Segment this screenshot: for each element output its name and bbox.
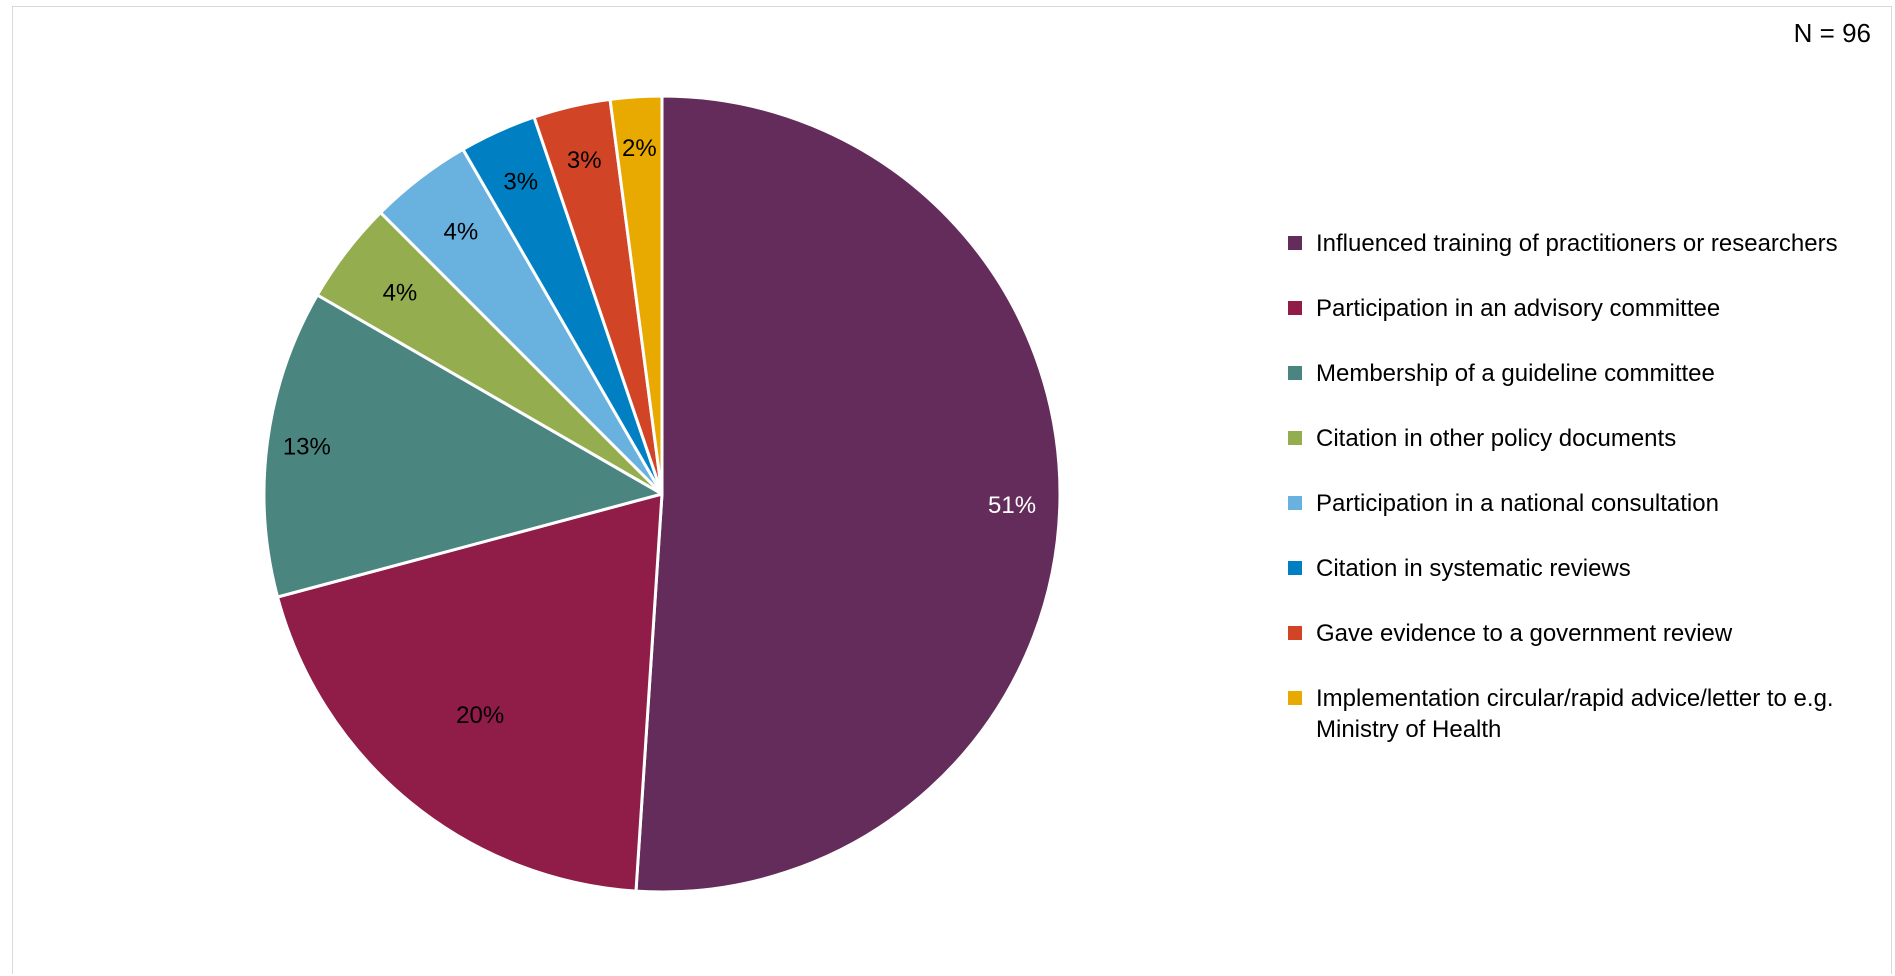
pie-data-labels: 51% 20% 13% 4% 4% 3% 3% 2% xyxy=(283,135,1036,729)
legend-label: Membership of a guideline committee xyxy=(1316,360,1715,387)
pie-data-label-1: 51% xyxy=(988,492,1036,519)
pie-data-label-4: 4% xyxy=(383,279,418,306)
legend-swatch xyxy=(1288,691,1302,705)
legend-item: Gave evidence to a government review xyxy=(1288,618,1868,649)
pie-slice-3 xyxy=(262,293,664,599)
pie-slice-8 xyxy=(608,94,664,496)
legend-label: Citation in other policy documents xyxy=(1316,425,1677,452)
legend-label: Gave evidence to a government review xyxy=(1316,620,1733,647)
pie-slice-1 xyxy=(634,94,1062,894)
legend-swatch xyxy=(1288,561,1302,575)
legend-label: Participation in an advisory committee xyxy=(1316,295,1721,322)
pie-slices xyxy=(262,94,1062,894)
pie-data-label-3: 13% xyxy=(283,434,331,461)
legend-label: Citation in systematic reviews xyxy=(1316,555,1631,582)
legend-item: Citation in other policy documents xyxy=(1288,423,1868,454)
pie-data-label-5: 4% xyxy=(444,218,479,245)
legend-item: Citation in systematic reviews xyxy=(1288,553,1868,584)
legend-swatch xyxy=(1288,366,1302,380)
legend-swatch xyxy=(1288,496,1302,510)
legend-label: Implementation circular/rapid advice/let… xyxy=(1316,685,1834,743)
pie-data-label-2: 20% xyxy=(456,702,504,729)
chart-legend: Influenced training of practitioners or … xyxy=(1288,228,1868,779)
legend-label: Influenced training of practitioners or … xyxy=(1316,230,1838,257)
legend-swatch xyxy=(1288,626,1302,640)
pie-data-label-7: 3% xyxy=(567,147,602,174)
pie-data-label-6: 3% xyxy=(503,169,538,196)
legend-swatch xyxy=(1288,301,1302,315)
legend-item: Implementation circular/rapid advice/let… xyxy=(1288,683,1868,745)
legend-swatch xyxy=(1288,431,1302,445)
legend-swatch xyxy=(1288,236,1302,250)
pie-slice-2 xyxy=(276,492,664,893)
legend-label: Participation in a national consultation xyxy=(1316,490,1719,517)
legend-item: Participation in a national consultation xyxy=(1288,488,1868,519)
pie-data-label-8: 2% xyxy=(622,135,657,162)
legend-item: Membership of a guideline committee xyxy=(1288,358,1868,389)
sample-size-note: N = 96 xyxy=(1793,18,1871,48)
legend-item: Participation in an advisory committee xyxy=(1288,293,1868,324)
legend-item: Influenced training of practitioners or … xyxy=(1288,228,1868,259)
